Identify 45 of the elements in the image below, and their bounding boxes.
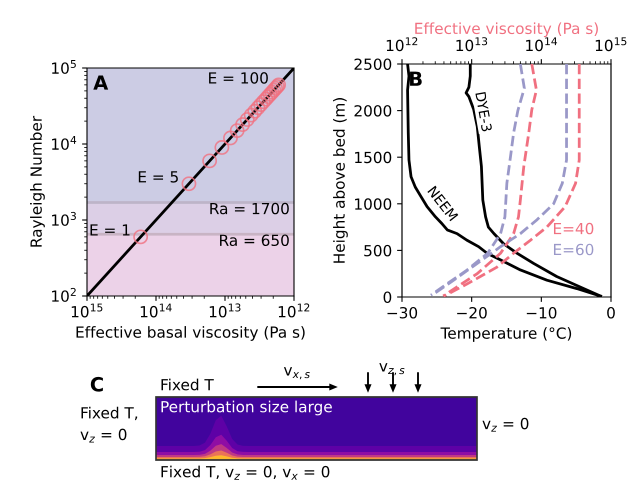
y-tick-label: 0 — [384, 291, 392, 304]
y-axis-title: Height above bed (m) — [333, 98, 348, 263]
x2-tick-label: 10$^{14}$ — [526, 37, 558, 52]
text: C — [90, 376, 103, 392]
y-tick-label: 10$^{5}$ — [52, 60, 76, 74]
y-tick-label: 10$^{2}$ — [52, 288, 76, 302]
y-tick-label: 500 — [364, 244, 392, 256]
text: v$_{x,s}$ — [284, 367, 310, 380]
y-tick-label: 1500 — [355, 152, 392, 164]
annotation: E = 5 — [138, 171, 178, 183]
text: E=40 — [554, 222, 594, 234]
ref-line-label: Ra = 650 — [220, 234, 289, 246]
text: v$_{z,s}$ — [379, 363, 404, 376]
x-tick-label: 10$^{14}$ — [140, 304, 172, 318]
x-tick-label: 10$^{12}$ — [278, 303, 310, 318]
y-tick-label: 1000 — [355, 198, 392, 210]
y-tick-label: 2000 — [354, 105, 392, 117]
chart-title: A — [93, 75, 108, 90]
x-axis-title: Effective basal viscosity (Pa s) — [76, 326, 305, 341]
x2-tick-label: 10$^{12}$ — [386, 37, 418, 52]
x-tick-label: 10$^{13}$ — [210, 303, 240, 318]
annotation: E = 100 — [209, 72, 268, 84]
series-label: E=60 — [554, 244, 594, 256]
x-tick-label: 0 — [607, 306, 615, 319]
annotation: E = 1 — [90, 224, 130, 236]
ref-line-label: Ra = 1700 — [210, 202, 289, 214]
y-axis-title: Rayleigh Number — [30, 116, 45, 247]
chart-title: B — [410, 72, 422, 86]
text: Perturbation size large — [162, 400, 332, 416]
x-tick-label: −10 — [526, 306, 556, 319]
text: Fixed T, v$_{z}$ = 0, v$_{x}$ = 0 — [162, 466, 330, 480]
text: Fixed T, v$_{z}$ = 0 — [80, 406, 138, 442]
y-tick-label: 10$^{4}$ — [52, 136, 76, 150]
x2-axis-title: Effective viscosity (Pa s) — [415, 22, 598, 38]
x-tick-label: 10$^{15}$ — [72, 304, 102, 318]
text: DYE-3 — [475, 92, 492, 132]
y-tick-label: 2500 — [354, 58, 392, 70]
y-tick-label: 10$^{3}$ — [52, 212, 76, 226]
x-tick-label: −20 — [457, 306, 487, 319]
x-tick-label: −30 — [387, 306, 418, 319]
text: Fixed T — [162, 378, 214, 390]
x2-tick-label: 10$^{13}$ — [456, 37, 488, 52]
x2-tick-label: 10$^{15}$ — [596, 37, 626, 52]
x-axis-title: Temperature (°C) — [440, 327, 572, 342]
text: v$_{z}$ = 0 — [482, 418, 528, 432]
